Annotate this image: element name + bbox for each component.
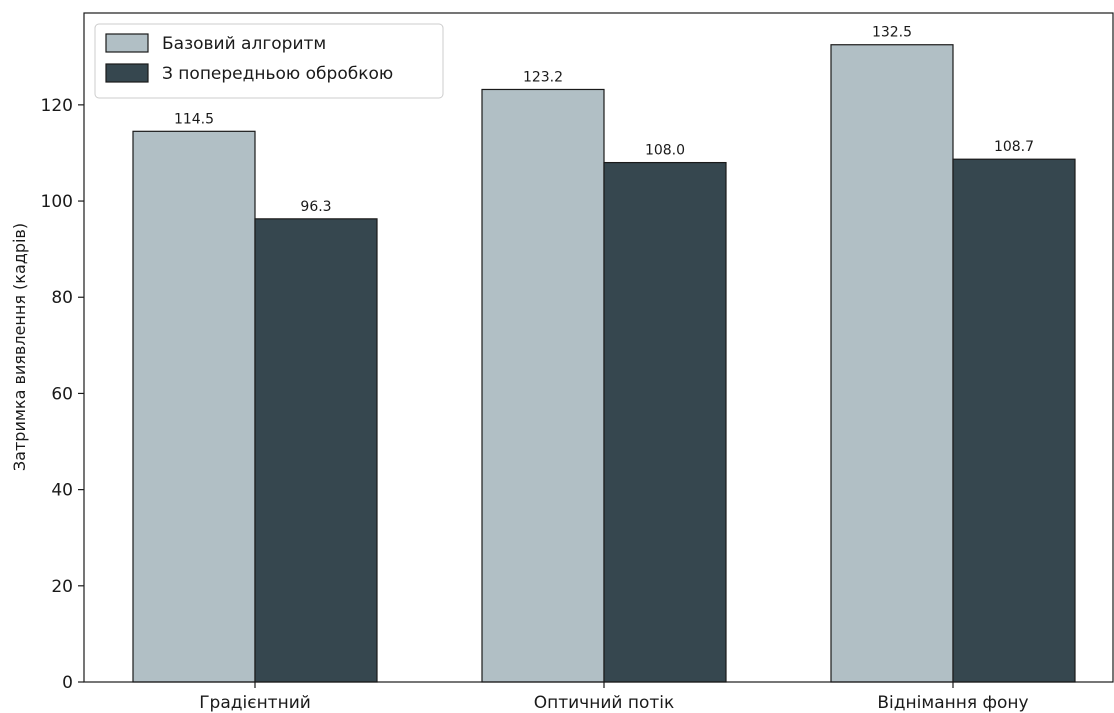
bar-value-label: 123.2 bbox=[523, 69, 563, 85]
bar-1-1 bbox=[132, 130, 256, 683]
x-axis: Градієнтний Оптичний потік Віднімання фону bbox=[199, 682, 1029, 713]
x-tick-label: Віднімання фону bbox=[877, 693, 1028, 713]
bar-2-2 bbox=[603, 161, 727, 683]
y-axis: 0 20 40 60 80 100 120 bbox=[41, 96, 84, 693]
bar-2-3 bbox=[952, 158, 1076, 683]
bar-value-label: 114.5 bbox=[174, 111, 214, 127]
y-tick-label: 0 bbox=[62, 673, 73, 693]
y-tick-label: 120 bbox=[41, 96, 73, 116]
legend: Базовий алгоритм З попередньою обробкою bbox=[94, 23, 444, 99]
bar-1-3 bbox=[830, 44, 954, 683]
bar-2-1 bbox=[254, 218, 378, 683]
bar-labels-layer: 114.5 123.2 132.5 96.3 108.0 108.7 bbox=[174, 25, 1034, 215]
legend-label: Базовий алгоритм bbox=[162, 34, 326, 54]
bar-value-label: 108.0 bbox=[645, 143, 685, 159]
y-tick-label: 100 bbox=[41, 192, 73, 212]
y-axis-title: Затримка виявлення (кадрів) bbox=[10, 223, 29, 471]
x-tick-label: Градієнтний bbox=[199, 693, 311, 713]
bar-value-label: 132.5 bbox=[872, 25, 912, 41]
bars-layer bbox=[132, 44, 1076, 683]
y-tick-label: 80 bbox=[51, 288, 73, 308]
legend-box bbox=[94, 23, 444, 99]
bar-value-label: 108.7 bbox=[994, 139, 1034, 155]
plot-frame bbox=[83, 12, 1114, 683]
bar-1-2 bbox=[481, 88, 605, 683]
y-tick-label: 60 bbox=[51, 384, 73, 404]
legend-label: З попередньою обробкою bbox=[162, 64, 393, 84]
bar-value-label: 96.3 bbox=[300, 199, 331, 215]
x-tick-label: Оптичний потік bbox=[534, 693, 675, 713]
y-tick-label: 20 bbox=[51, 577, 73, 597]
legend-swatch bbox=[105, 33, 149, 53]
legend-swatch bbox=[105, 63, 149, 83]
y-tick-label: 40 bbox=[51, 481, 73, 501]
